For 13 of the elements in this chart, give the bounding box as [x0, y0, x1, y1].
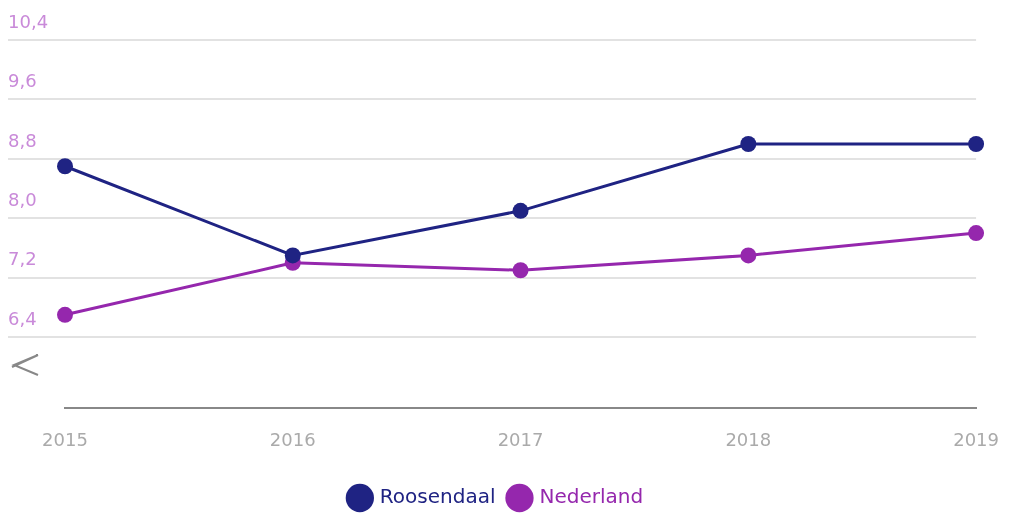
- y-tick-label: 8,8: [8, 129, 37, 151]
- x-tick-label: 2019: [953, 428, 999, 450]
- y-tick-label: 8,0: [8, 188, 37, 210]
- y-tick-label: 9,6: [8, 70, 37, 92]
- legend-label: Nederland: [539, 484, 644, 509]
- y-tick-label: 6,4: [8, 307, 37, 329]
- y-tick-label: 7,2: [8, 248, 37, 270]
- x-tick-label: 2015: [42, 428, 88, 450]
- legend-label: Roosendaal: [379, 484, 496, 509]
- x-tick-label: 2016: [269, 428, 316, 450]
- x-tick-label: 2018: [725, 428, 772, 450]
- x-tick-label: 2017: [497, 428, 544, 450]
- y-tick-label: 10,4: [8, 10, 49, 32]
